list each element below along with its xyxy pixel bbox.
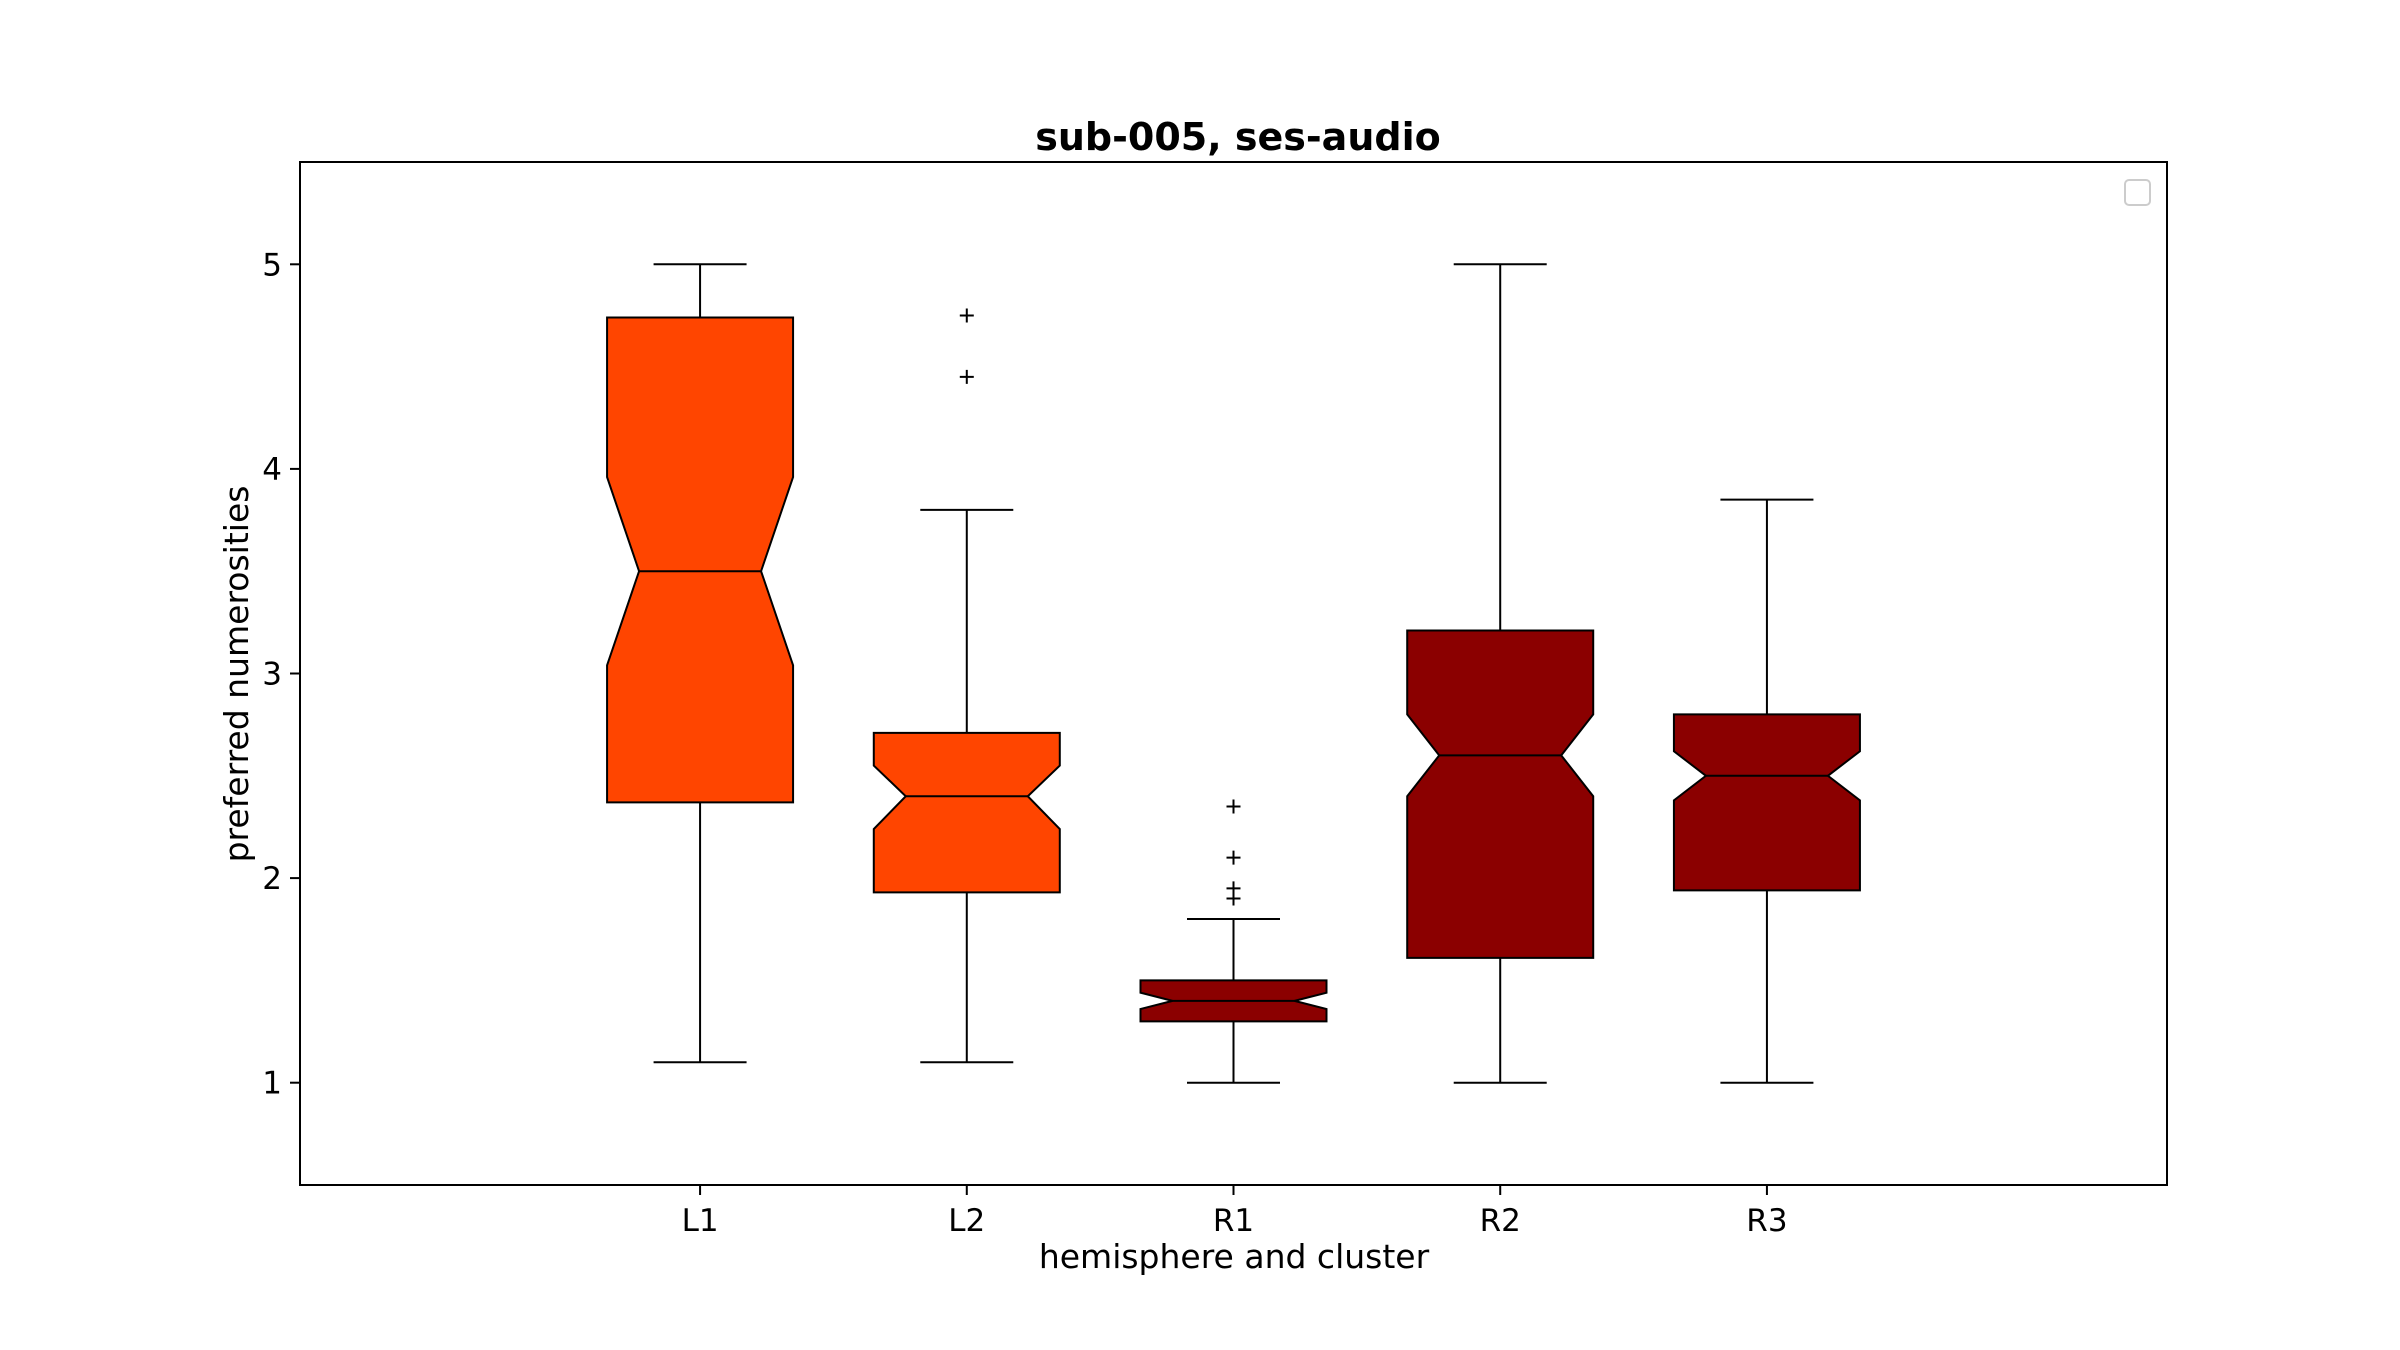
y-tick-label: 3: [262, 657, 282, 693]
plot-area: 1 2 3 4 5 L1 L2 R1 R2 R3: [262, 247, 1861, 1239]
y-tick-label: 2: [262, 861, 282, 897]
box-r2: [1406, 629, 1595, 959]
y-tick-label: 4: [262, 452, 282, 488]
x-tick-label-r3: R3: [1746, 1203, 1787, 1239]
x-tick-label-l2: L2: [948, 1203, 985, 1239]
plot-frame: [299, 161, 2168, 1186]
outlier-r1: [1226, 799, 1241, 814]
chart-title: sub-005, ses-audio: [1035, 115, 1440, 159]
box-l1: [606, 316, 795, 804]
box-r3: [1672, 713, 1861, 892]
x-tick-label-r1: R1: [1213, 1203, 1254, 1239]
y-tick-label: 1: [262, 1066, 282, 1102]
x-tick-label-r2: R2: [1480, 1203, 1521, 1239]
y-tick-label: 5: [262, 247, 282, 283]
outlier-l2: [959, 369, 974, 384]
outlier-r1: [1226, 881, 1241, 896]
x-axis-label: hemisphere and cluster: [1039, 1237, 1430, 1276]
x-tick-label-l1: L1: [682, 1203, 719, 1239]
legend-box: [2124, 179, 2151, 206]
outlier-r1: [1226, 850, 1241, 865]
box-l2: [872, 731, 1061, 894]
y-axis-label: preferred numerosities: [217, 486, 256, 863]
outlier-l2: [959, 308, 974, 323]
